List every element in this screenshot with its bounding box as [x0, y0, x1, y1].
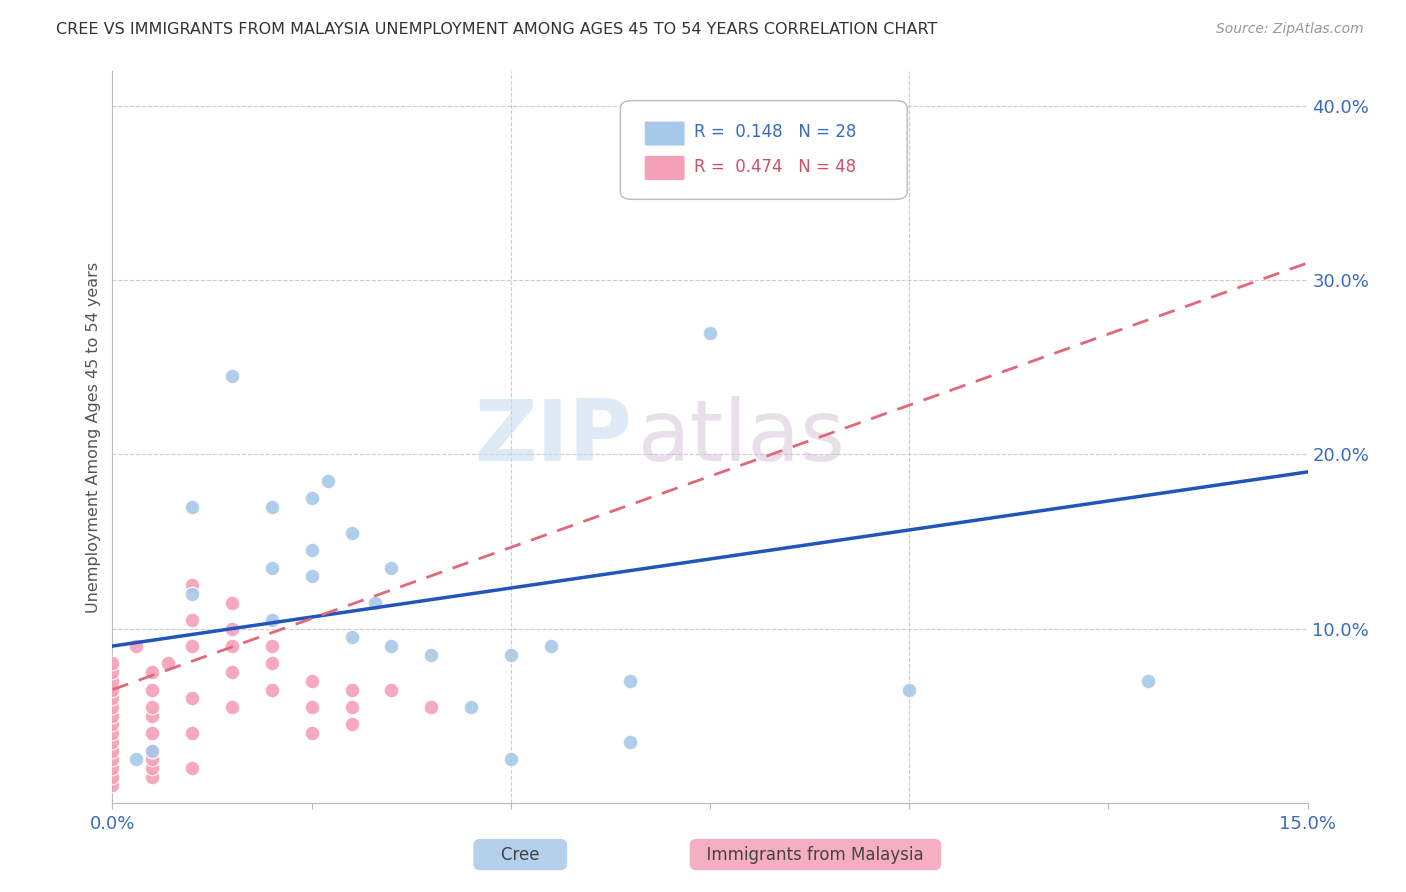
Point	[101, 770, 124, 784]
Point	[141, 726, 163, 740]
Point	[460, 700, 482, 714]
Text: R =  0.474   N = 48: R = 0.474 N = 48	[695, 158, 856, 177]
Text: Immigrants from Malaysia: Immigrants from Malaysia	[696, 846, 935, 863]
Text: Source: ZipAtlas.com: Source: ZipAtlas.com	[1216, 22, 1364, 37]
Point	[101, 726, 124, 740]
Point	[260, 613, 283, 627]
Point	[643, 134, 665, 148]
Point	[101, 717, 124, 731]
Point	[221, 665, 243, 680]
Point	[221, 595, 243, 609]
Point	[1137, 673, 1160, 688]
Point	[619, 673, 641, 688]
Point	[181, 639, 204, 653]
Point	[141, 743, 163, 757]
Point	[260, 560, 283, 574]
Point	[221, 639, 243, 653]
Point	[619, 735, 641, 749]
Point	[420, 648, 443, 662]
Point	[141, 743, 163, 757]
Point	[499, 648, 522, 662]
Point	[141, 682, 163, 697]
Point	[260, 682, 283, 697]
FancyBboxPatch shape	[644, 121, 685, 146]
Point	[301, 700, 323, 714]
Point	[340, 717, 363, 731]
Point	[181, 761, 204, 775]
Point	[101, 682, 124, 697]
Point	[301, 491, 323, 505]
Point	[420, 700, 443, 714]
Point	[260, 657, 283, 671]
Point	[157, 657, 180, 671]
Point	[380, 560, 402, 574]
Point	[181, 500, 204, 514]
FancyBboxPatch shape	[644, 155, 685, 180]
Point	[101, 673, 124, 688]
Point	[181, 587, 204, 601]
Point	[380, 682, 402, 697]
FancyBboxPatch shape	[620, 101, 907, 200]
Point	[101, 657, 124, 671]
Point	[301, 726, 323, 740]
Point	[260, 639, 283, 653]
Point	[101, 752, 124, 766]
Point	[101, 778, 124, 792]
Point	[898, 682, 921, 697]
Point	[141, 708, 163, 723]
Point	[125, 639, 148, 653]
Text: atlas: atlas	[638, 395, 846, 479]
Point	[141, 752, 163, 766]
Point	[316, 474, 339, 488]
Point	[141, 700, 163, 714]
Point	[380, 639, 402, 653]
Text: R =  0.148   N = 28: R = 0.148 N = 28	[695, 123, 856, 141]
Point	[221, 369, 243, 384]
Point	[101, 665, 124, 680]
Point	[141, 665, 163, 680]
Y-axis label: Unemployment Among Ages 45 to 54 years: Unemployment Among Ages 45 to 54 years	[86, 261, 101, 613]
Text: ZIP: ZIP	[475, 395, 633, 479]
Point	[181, 726, 204, 740]
Point	[221, 700, 243, 714]
Point	[540, 639, 562, 653]
Point	[301, 673, 323, 688]
Point	[181, 691, 204, 706]
Point	[101, 761, 124, 775]
Point	[301, 569, 323, 583]
Point	[499, 752, 522, 766]
Point	[101, 691, 124, 706]
Point	[125, 752, 148, 766]
Point	[221, 622, 243, 636]
Point	[141, 770, 163, 784]
Point	[340, 631, 363, 645]
Text: CREE VS IMMIGRANTS FROM MALAYSIA UNEMPLOYMENT AMONG AGES 45 TO 54 YEARS CORRELAT: CREE VS IMMIGRANTS FROM MALAYSIA UNEMPLO…	[56, 22, 938, 37]
Point	[101, 735, 124, 749]
Point	[260, 500, 283, 514]
Point	[364, 595, 387, 609]
Point	[181, 578, 204, 592]
Point	[699, 326, 721, 340]
Point	[181, 613, 204, 627]
Point	[340, 700, 363, 714]
Point	[101, 743, 124, 757]
Point	[141, 761, 163, 775]
Point	[340, 682, 363, 697]
Point	[301, 543, 323, 558]
Point	[101, 700, 124, 714]
Point	[101, 708, 124, 723]
Text: Cree: Cree	[479, 846, 561, 863]
Point	[340, 525, 363, 540]
